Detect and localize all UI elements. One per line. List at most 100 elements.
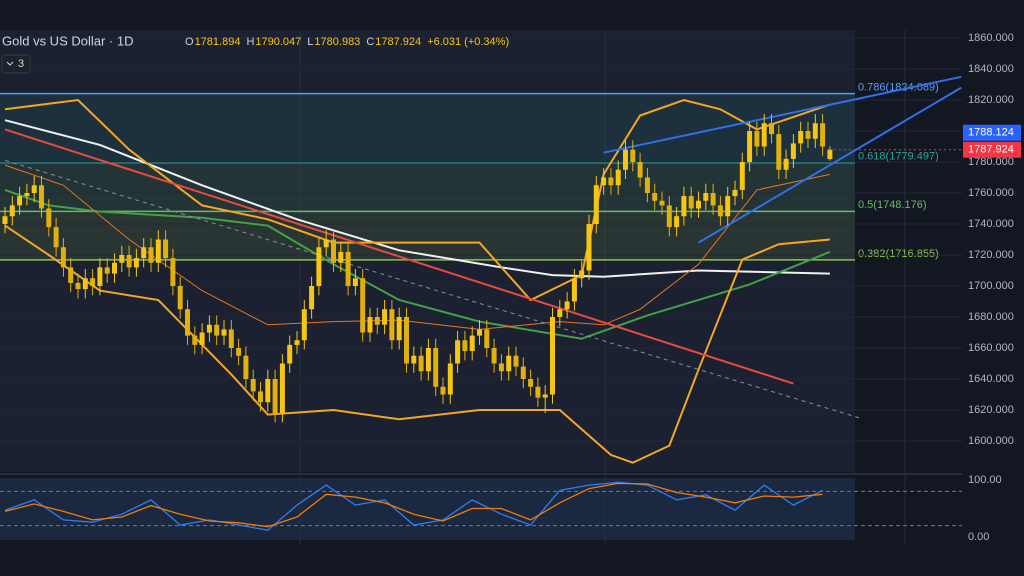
candle-body <box>615 169 621 186</box>
fib-label: 0.786(1824.089) <box>858 82 939 94</box>
oscillator-line <box>4 482 823 528</box>
ohlc-key: L <box>307 36 313 48</box>
indicator-line <box>697 86 962 244</box>
candle-body <box>185 309 190 336</box>
candle-body <box>163 239 169 259</box>
candle-body <box>382 309 388 325</box>
candle-body <box>812 123 818 139</box>
candle-body <box>630 149 636 162</box>
candle-body <box>433 348 439 387</box>
candle-body <box>769 123 774 135</box>
candle-body <box>2 216 8 224</box>
oscillator-tick-label: 0.00 <box>968 531 989 543</box>
candle-body <box>367 317 373 333</box>
candle-body <box>309 286 315 310</box>
indicator-line <box>603 75 962 154</box>
candle-body <box>513 355 519 367</box>
candle-body <box>666 205 672 228</box>
ohlc-value: 1780.983 <box>314 36 360 48</box>
indicators-toggle[interactable] <box>1 54 31 74</box>
candle-body <box>148 247 154 263</box>
candle-body <box>491 348 497 364</box>
y-tick-label: 1760.000 <box>968 187 1014 199</box>
candle-body <box>790 143 796 159</box>
candle-body <box>17 196 23 206</box>
candle-body <box>506 355 512 372</box>
candle-body <box>644 177 650 193</box>
candle-body <box>90 278 96 286</box>
candle-body <box>579 270 585 279</box>
y-tick-label: 1620.000 <box>968 404 1014 416</box>
candle-body <box>484 329 490 348</box>
candle-body <box>31 185 37 193</box>
candle-body <box>301 309 307 341</box>
candle-body <box>272 379 278 414</box>
candle-body <box>425 348 431 372</box>
candle-body <box>228 329 234 348</box>
y-tick-label: 1860.000 <box>968 32 1014 44</box>
candle-body <box>46 208 52 228</box>
candle-body <box>360 278 366 333</box>
candle-body <box>243 355 249 379</box>
y-tick-label: 1780.000 <box>968 156 1014 168</box>
indicator-line <box>4 98 831 302</box>
candle-body <box>593 185 599 224</box>
candle-body <box>352 278 358 286</box>
fib-label: 0.618(1779.497) <box>858 151 939 163</box>
ohlc-key: O <box>185 36 194 48</box>
candle-body <box>725 196 731 217</box>
ohlc-value: 1790.047 <box>255 36 301 48</box>
ohlc-value: 1781.894 <box>195 36 241 48</box>
candle-body <box>761 123 767 147</box>
candle-body <box>557 309 563 317</box>
candle-body <box>805 131 811 139</box>
candle-body <box>338 251 344 263</box>
candle-body <box>258 391 263 403</box>
indicators-count: 3 <box>18 58 24 70</box>
candle-body <box>732 189 738 197</box>
candle-body <box>82 278 88 290</box>
candle-body <box>498 363 504 372</box>
price-change: +6.031 (+0.34%) <box>427 36 509 48</box>
candle-body <box>440 386 446 395</box>
y-tick-label: 1720.000 <box>968 249 1014 261</box>
indicator-line <box>4 188 831 340</box>
candle-body <box>783 158 789 170</box>
fib-label: 0.5(1748.176) <box>858 199 927 211</box>
candle-body <box>710 193 716 206</box>
price-label-box <box>963 141 1021 158</box>
y-tick-label: 1840.000 <box>968 63 1014 75</box>
candle-body <box>776 134 782 170</box>
candle-body <box>550 317 555 395</box>
oscillator-line <box>4 481 823 531</box>
y-tick-label: 1680.000 <box>968 311 1014 323</box>
candle-body <box>586 224 592 271</box>
candle-body <box>214 324 220 336</box>
oscillator-area <box>0 478 855 540</box>
candle-body <box>571 278 577 302</box>
y-tick-label: 1660.000 <box>968 342 1014 354</box>
candle-body <box>681 196 687 217</box>
candle-body <box>469 335 475 352</box>
candle-body <box>404 317 409 364</box>
y-tick-label: 1600.000 <box>968 435 1014 447</box>
candle-body <box>747 131 753 162</box>
candle-body <box>674 216 680 228</box>
candle-body <box>294 340 300 345</box>
candle-body <box>316 247 322 286</box>
candle-body <box>827 149 833 160</box>
indicator-line <box>4 128 794 385</box>
candle-body <box>60 247 66 268</box>
candle-body <box>206 324 212 333</box>
fib-label: 0.382(1716.855) <box>858 248 939 260</box>
candle-body <box>119 255 125 263</box>
candle-body <box>659 200 665 206</box>
candle-body <box>265 379 271 403</box>
price-label-box <box>963 124 1021 141</box>
candle-body <box>97 267 103 286</box>
candle-body <box>323 239 329 248</box>
candle-body <box>287 344 293 364</box>
candle-body <box>279 363 285 414</box>
candle-body <box>126 255 132 268</box>
